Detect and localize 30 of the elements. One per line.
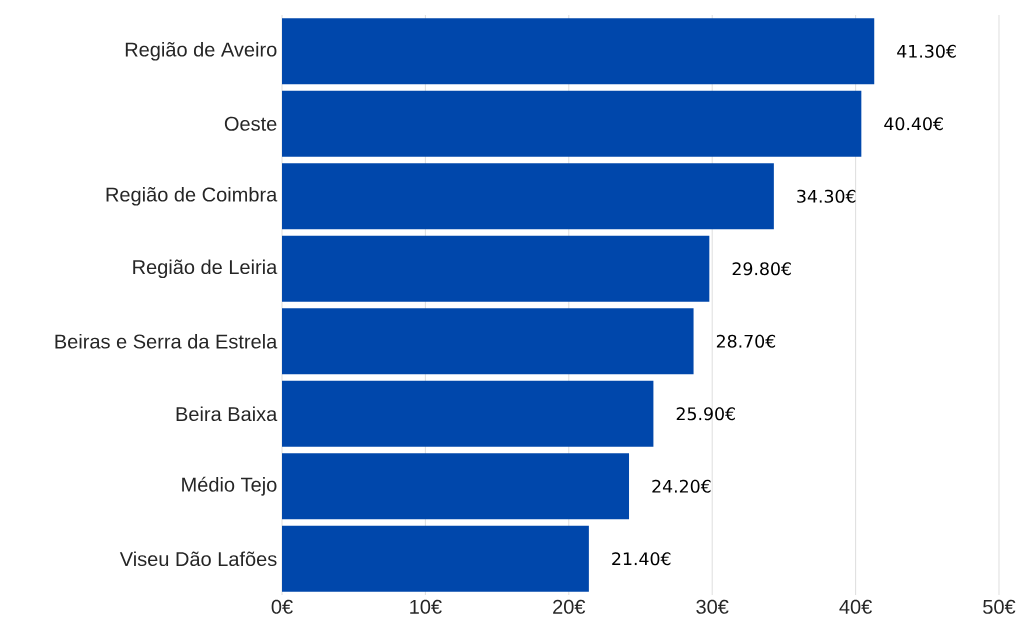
y-tick-label: Beiras e Serra da Estrela <box>55 333 278 349</box>
x-tick-label: 0€ <box>271 599 293 614</box>
data-label: 29.80€ <box>732 262 791 276</box>
data-label: 34.30€ <box>797 189 856 203</box>
y-tick-label: Região de Aveiro <box>125 41 277 61</box>
data-label: 25.90€ <box>676 407 735 421</box>
data-label: 24.20€ <box>652 479 711 493</box>
x-tick-label: 30€ <box>696 599 729 614</box>
bar <box>282 453 630 520</box>
y-tick-label: Região de Leiria <box>133 259 278 279</box>
y-tick-label: Médio Tejo <box>182 476 277 496</box>
x-tick-label: 40€ <box>839 599 872 614</box>
data-label: 21.40€ <box>612 552 671 566</box>
x-tick-label: 10€ <box>410 599 442 614</box>
data-label: 41.30€ <box>897 44 956 58</box>
y-tick-label: Beira Baixa <box>176 406 278 422</box>
bar <box>282 163 774 230</box>
data-label: 28.70€ <box>716 334 776 348</box>
bar <box>282 235 710 302</box>
y-tick-label: Viseu Dão Lafões <box>119 551 277 567</box>
bar <box>282 90 862 157</box>
x-tick-label: 50€ <box>983 599 1016 614</box>
bar <box>282 525 589 592</box>
bar <box>282 380 654 447</box>
data-label: 40.40€ <box>884 117 943 131</box>
bar <box>282 18 875 85</box>
bar <box>282 308 694 375</box>
x-tick-label: 20€ <box>553 599 586 614</box>
y-tick-label: Região de Coimbra <box>106 186 278 206</box>
y-tick-label: Oeste <box>224 116 277 131</box>
